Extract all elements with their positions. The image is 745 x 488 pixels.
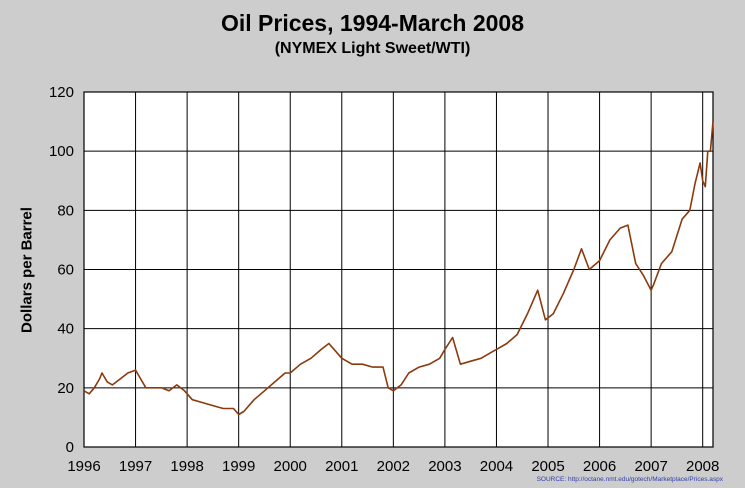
- grid-lines: [83, 91, 713, 448]
- x-tick-label: 2001: [325, 458, 358, 475]
- x-tick-label: 2003: [428, 458, 461, 475]
- x-tick-label: 2000: [274, 458, 307, 475]
- x-tick-label: 2004: [480, 458, 513, 475]
- x-tick-label: 1999: [222, 458, 255, 475]
- x-tick-label: 2002: [377, 458, 410, 475]
- y-tick-label: 100: [49, 143, 74, 160]
- price-series-line: [83, 121, 714, 416]
- chart-title: Oil Prices, 1994-March 2008: [220, 10, 525, 36]
- x-tick-label: 1997: [119, 458, 152, 475]
- source-note: SOURCE: http://octane.nmt.edu/gotech/Mar…: [536, 476, 723, 483]
- x-tick-label: 2007: [634, 458, 667, 475]
- x-tick-label: 1996: [67, 458, 100, 475]
- y-tick-label: 40: [57, 321, 74, 338]
- x-tick-label: 2005: [531, 458, 564, 475]
- x-tick-label: 2006: [583, 458, 616, 475]
- y-tick-label: 20: [57, 380, 74, 397]
- x-tick-label: 1998: [170, 458, 203, 475]
- y-tick-label: 60: [57, 262, 74, 279]
- chart-subtitle: (NYMEX Light Sweet/WTI): [274, 40, 471, 57]
- y-tick-label: 0: [66, 439, 74, 456]
- x-tick-label: 2008: [686, 458, 719, 475]
- series-group: [83, 121, 714, 416]
- y-tick-label: 120: [49, 84, 74, 101]
- tick-labels: 0 20 40 60 80 100 120 1996 1997 1998 1999 2000 2001 2…: [49, 84, 719, 475]
- y-tick-label: 80: [57, 202, 74, 219]
